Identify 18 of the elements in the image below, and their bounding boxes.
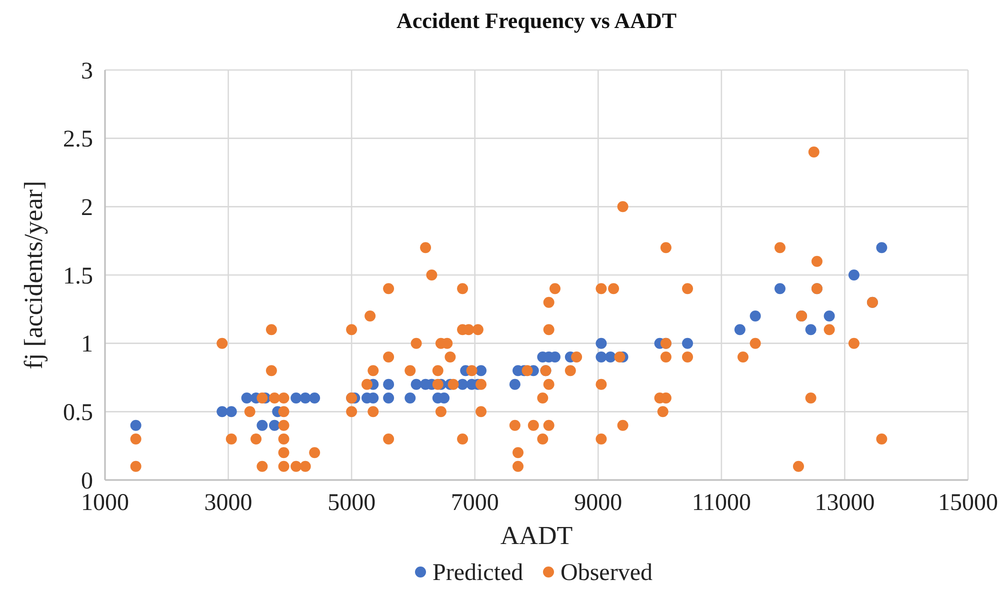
x-tick-label: 13000 <box>814 490 875 516</box>
x-tick-label: 5000 <box>328 490 376 516</box>
y-axis-title: fj [accidents/year] <box>19 180 48 370</box>
x-axis-title: AADT <box>500 521 573 550</box>
y-tick-label: 0.5 <box>63 400 93 426</box>
y-tick-label: 2.5 <box>63 126 93 153</box>
x-tick-label: 7000 <box>450 490 499 516</box>
legend-label: Predicted <box>432 560 524 586</box>
chart-title: Accident Frequency vs AADT <box>396 8 677 33</box>
y-tick-label: 1.5 <box>63 263 93 290</box>
x-tick-label: 3000 <box>204 490 252 516</box>
legend-label: Observed <box>560 560 652 586</box>
x-tick-label: 15000 <box>938 490 998 516</box>
y-tick-label: 2 <box>81 195 93 222</box>
y-tick-label: 3 <box>81 58 93 84</box>
x-tick-label: 9000 <box>574 490 622 516</box>
y-tick-label: 1 <box>81 332 93 358</box>
x-tick-label: 11000 <box>692 490 751 516</box>
